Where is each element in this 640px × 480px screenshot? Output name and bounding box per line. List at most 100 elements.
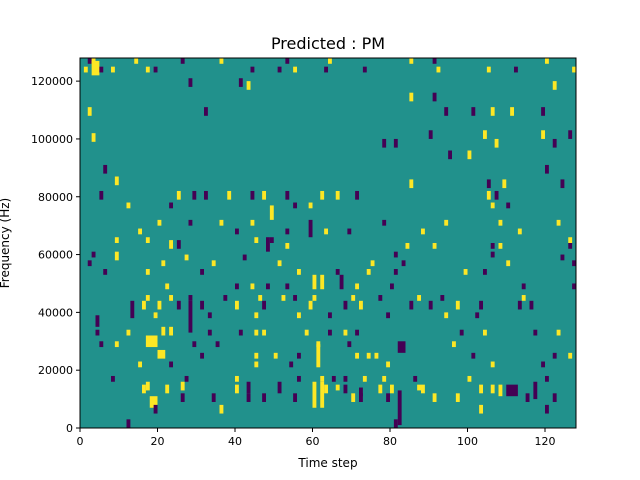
heatmap-cell bbox=[320, 375, 325, 382]
heatmap-cell bbox=[359, 393, 363, 402]
heatmap-cell bbox=[200, 352, 205, 359]
heatmap-cell bbox=[316, 344, 321, 368]
heatmap-cell bbox=[308, 219, 313, 238]
heatmap-cell bbox=[312, 381, 317, 408]
heatmap-cell bbox=[440, 295, 445, 301]
heatmap-cell bbox=[355, 352, 360, 359]
x-axis: 0 20 40 60 80 100 120 bbox=[77, 428, 556, 448]
heatmap-cell bbox=[223, 295, 228, 301]
heatmap-cell bbox=[254, 312, 259, 319]
heatmap-cell bbox=[421, 228, 425, 235]
heatmap-cell bbox=[343, 375, 348, 382]
heatmap-cell bbox=[180, 381, 185, 391]
heatmap-cell bbox=[514, 66, 518, 73]
heatmap-cell bbox=[165, 384, 170, 394]
heatmap-cell bbox=[114, 341, 119, 348]
heatmap-cell bbox=[138, 228, 143, 235]
heatmap-cell bbox=[99, 341, 104, 348]
heatmap-cell bbox=[552, 393, 557, 402]
heatmap-cell bbox=[269, 237, 274, 243]
heatmap-cell bbox=[552, 352, 557, 359]
x-tick-label: 80 bbox=[383, 435, 397, 448]
x-axis-label: Time step bbox=[297, 456, 357, 470]
heatmap-cell bbox=[91, 60, 100, 76]
heatmap-cell bbox=[545, 164, 549, 174]
heatmap-cell bbox=[320, 381, 325, 408]
heatmap-cell bbox=[308, 202, 313, 209]
heatmap-cell bbox=[157, 300, 162, 310]
heatmap-cell bbox=[409, 179, 414, 189]
heatmap-cell bbox=[269, 205, 274, 220]
heatmap-cell bbox=[87, 58, 92, 64]
heatmap-cell bbox=[324, 66, 329, 73]
heatmap-cell bbox=[351, 393, 356, 402]
heatmap-cell bbox=[378, 295, 383, 301]
heatmap-cell bbox=[169, 202, 174, 209]
heatmap-cell bbox=[486, 179, 491, 189]
heatmap-cell bbox=[262, 329, 267, 336]
heatmap-cell bbox=[533, 329, 538, 336]
heatmap-cell bbox=[266, 237, 270, 252]
y-tick-label: 40000 bbox=[38, 306, 73, 319]
heatmap-cell bbox=[219, 58, 224, 64]
heatmap-cell bbox=[366, 352, 371, 359]
heatmap-cell bbox=[498, 384, 503, 397]
heatmap-cell bbox=[297, 352, 301, 359]
heatmap-cell bbox=[188, 219, 193, 226]
heatmap-cell bbox=[568, 243, 573, 249]
heatmap-cell bbox=[335, 190, 340, 200]
heatmap-cell bbox=[320, 190, 325, 200]
heatmap-cell bbox=[169, 361, 174, 368]
heatmap-cell bbox=[335, 269, 340, 275]
heatmap-cell bbox=[483, 130, 487, 139]
heatmap-cell bbox=[227, 190, 232, 200]
heatmap-cell bbox=[200, 269, 205, 275]
heatmap-cell bbox=[409, 300, 414, 310]
heatmap-cell bbox=[355, 190, 360, 200]
heatmap-cell bbox=[517, 228, 522, 235]
heatmap-cell bbox=[506, 202, 511, 209]
heatmap-cell bbox=[490, 202, 495, 209]
heatmap-cell bbox=[219, 404, 224, 414]
heatmap-cell bbox=[347, 228, 352, 235]
heatmap-cell bbox=[498, 243, 503, 249]
heatmap-cell bbox=[235, 384, 239, 394]
heatmap-cell bbox=[103, 164, 108, 174]
heatmap-cell bbox=[157, 219, 162, 226]
heatmap-cell bbox=[339, 274, 344, 290]
heatmap-cell bbox=[572, 283, 577, 290]
heatmap-cell bbox=[541, 130, 546, 139]
heatmap-cell bbox=[467, 150, 472, 160]
heatmap-cell bbox=[494, 138, 499, 148]
heatmap-cell bbox=[328, 329, 332, 336]
heatmap-cell bbox=[362, 66, 367, 73]
heatmap-cell bbox=[432, 58, 437, 64]
heatmap-cell bbox=[273, 352, 278, 359]
heatmap-cell bbox=[242, 254, 247, 261]
heatmap-cell bbox=[510, 107, 515, 116]
heatmap-cell bbox=[176, 300, 181, 310]
heatmap-cell bbox=[455, 300, 460, 310]
heatmap-cell bbox=[161, 326, 166, 336]
heatmap-cell bbox=[378, 384, 383, 394]
heatmap-cell bbox=[99, 190, 104, 200]
heatmap-cell bbox=[324, 228, 329, 235]
heatmap-cell bbox=[556, 329, 561, 336]
heatmap-cell bbox=[277, 381, 282, 394]
heatmap-cell bbox=[211, 393, 216, 402]
heatmap-cell bbox=[192, 341, 197, 348]
heatmap-cell bbox=[91, 251, 96, 258]
y-axis: 0 20000 40000 60000 80000 100000 120000 bbox=[31, 75, 80, 435]
heatmap-cell bbox=[343, 384, 348, 394]
heatmap-cell bbox=[297, 269, 301, 275]
heatmap-cell bbox=[114, 251, 119, 261]
heatmap-cell bbox=[452, 341, 456, 348]
heatmap-cell bbox=[521, 283, 526, 290]
chart-title: Predicted : PM bbox=[271, 34, 385, 53]
heatmap-cell bbox=[541, 107, 546, 116]
heatmap-cell bbox=[161, 260, 166, 267]
heatmap-cell bbox=[529, 300, 534, 310]
heatmap-cell bbox=[386, 361, 391, 368]
heatmap-cell bbox=[142, 300, 146, 310]
heatmap-cell bbox=[486, 190, 491, 200]
